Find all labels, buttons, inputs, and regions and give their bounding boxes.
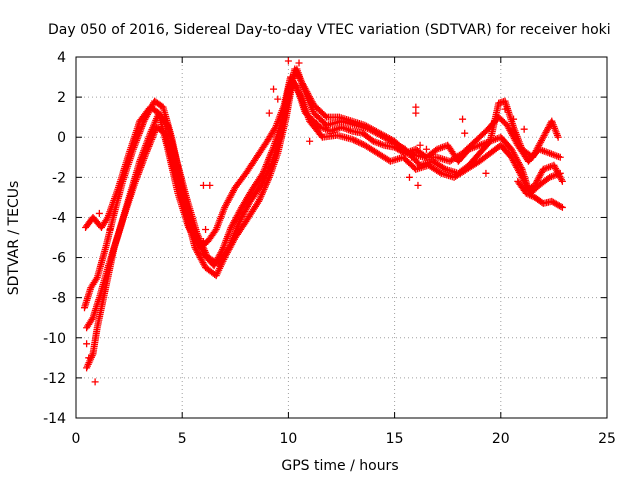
data-point: [416, 141, 424, 149]
data-point: [490, 117, 498, 125]
y-axis-label: SDTVAR / TECUs: [6, 181, 22, 296]
data-point: [350, 136, 358, 144]
data-point: [106, 225, 114, 233]
data-point: [459, 115, 467, 123]
data-points: [80, 57, 566, 386]
data-point: [412, 103, 420, 111]
data-point: [520, 125, 528, 133]
data-point: [557, 203, 565, 211]
y-tick-label: -4: [52, 210, 66, 226]
data-point: [485, 139, 493, 147]
data-point: [274, 95, 282, 103]
data-point: [91, 378, 99, 386]
data-point: [556, 153, 564, 161]
data-point: [265, 109, 273, 117]
y-tick-label: -14: [43, 411, 66, 427]
x-tick-label: 10: [279, 431, 297, 447]
data-point: [501, 105, 509, 113]
x-tick-label: 25: [598, 431, 616, 447]
data-point: [422, 145, 430, 153]
data-point: [85, 354, 93, 362]
x-tick-label: 20: [492, 431, 510, 447]
data-point: [482, 169, 490, 177]
data-point: [510, 115, 518, 123]
data-point: [414, 181, 422, 189]
data-point: [436, 168, 444, 176]
data-point: [358, 140, 366, 148]
data-point: [270, 85, 278, 93]
data-point: [354, 138, 362, 146]
y-tick-label: -2: [52, 170, 66, 186]
data-point: [306, 137, 314, 145]
y-tick-label: 2: [57, 90, 66, 106]
data-point: [348, 135, 356, 143]
data-point: [558, 177, 566, 185]
data-point: [202, 225, 210, 233]
data-point: [412, 165, 420, 173]
data-point: [284, 57, 292, 65]
y-tick-label: -10: [43, 331, 66, 347]
data-point: [276, 127, 284, 135]
data-point: [83, 340, 91, 348]
data-point: [317, 132, 325, 140]
data-point: [296, 92, 304, 100]
data-point: [103, 215, 111, 223]
data-point: [206, 181, 214, 189]
data-point: [558, 203, 566, 211]
data-point: [88, 315, 96, 323]
x-tick-label: 15: [386, 431, 404, 447]
data-point: [199, 238, 207, 246]
x-axis-label: GPS time / hours: [281, 458, 398, 474]
data-point: [95, 209, 103, 217]
data-point: [440, 164, 448, 172]
data-point: [321, 112, 329, 120]
data-point: [295, 59, 303, 67]
data-point: [353, 137, 361, 145]
y-tick-label: -8: [52, 291, 66, 307]
y-tick-label: 0: [57, 130, 66, 146]
axis-ticks: 0 5 10 15 20 25 -14 -12 -10 -8 -6 -4 -2 0 2 4: [43, 50, 616, 447]
data-point: [356, 139, 364, 147]
data-point: [267, 163, 275, 171]
data-point: [461, 129, 469, 137]
plot-frame: [75, 56, 608, 419]
data-point: [92, 275, 100, 283]
data-point: [162, 120, 170, 128]
data-point: [556, 169, 564, 177]
data-point: [405, 173, 413, 181]
x-tick-label: 5: [178, 431, 187, 447]
y-tick-label: -6: [52, 251, 66, 267]
data-point: [351, 137, 359, 145]
data-point: [554, 133, 562, 141]
y-tick-label: 4: [57, 50, 66, 66]
y-tick-label: -12: [43, 371, 66, 387]
data-point: [199, 181, 207, 189]
data-point: [408, 153, 416, 161]
data-point: [410, 149, 418, 157]
chart-title: Day 050 of 2016, Sidereal Day-to-day VTE…: [48, 22, 611, 38]
data-point: [412, 109, 420, 117]
x-tick-label: 0: [72, 431, 81, 447]
data-point: [558, 176, 566, 184]
